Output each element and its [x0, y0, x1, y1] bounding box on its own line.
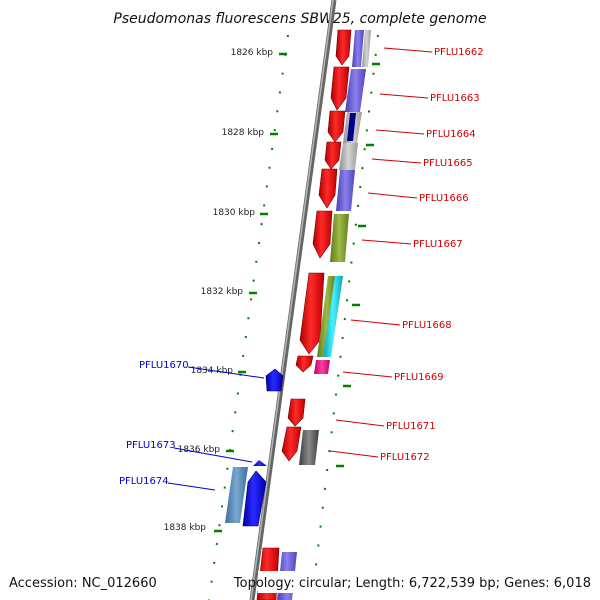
- function-block: [317, 276, 336, 357]
- kbp-label: 1826 kbp: [231, 48, 274, 58]
- gene-label-PFLU1672[interactable]: PFLU1672: [380, 452, 430, 463]
- kbp-label: 1832 kbp: [201, 287, 244, 297]
- leader-line: [335, 419, 385, 427]
- gene-label-PFLU1667[interactable]: PFLU1667: [413, 239, 463, 250]
- gene-label-PFLU1663[interactable]: PFLU1663: [430, 93, 480, 104]
- cds-PFLU1671-part2[interactable]: [281, 426, 302, 462]
- cds-PFLU1668[interactable]: [299, 272, 325, 355]
- cds-PFLU1662[interactable]: [335, 29, 352, 66]
- gene-label-PFLU1664[interactable]: PFLU1664: [426, 129, 476, 140]
- gene-label-PFLU1673[interactable]: PFLU1673: [126, 440, 176, 451]
- leader-line: [173, 447, 253, 463]
- function-block: [362, 30, 371, 67]
- gene-label-PFLU1670[interactable]: PFLU1670: [139, 360, 189, 371]
- function-block: [352, 30, 364, 67]
- leader-line: [329, 450, 379, 458]
- gene-label-PFLU1666[interactable]: PFLU1666: [419, 193, 469, 204]
- function-block: [314, 360, 330, 374]
- genome-backbone: [249, 0, 337, 600]
- function-block: [323, 276, 343, 357]
- cds-PFLU1666[interactable]: [318, 168, 338, 209]
- function-block: [345, 69, 366, 112]
- kbp-label: 1830 kbp: [213, 208, 256, 218]
- scale-dotted-line-outer: [311, 34, 379, 600]
- cds-PFLU1663[interactable]: [330, 66, 350, 111]
- gene-label-PFLU1674[interactable]: PFLU1674: [119, 476, 169, 487]
- forward-cds-track: [256, 29, 352, 600]
- leader-line: [167, 482, 216, 491]
- function-block: [347, 113, 356, 141]
- cds-PFLU1667[interactable]: [312, 210, 333, 259]
- gene-label-PFLU1665[interactable]: PFLU1665: [423, 158, 473, 169]
- leader-line: [383, 47, 433, 53]
- function-block: [225, 467, 248, 523]
- scale-tick-marks: [214, 52, 287, 533]
- leader-line: [361, 239, 412, 245]
- cds-PFLU1674[interactable]: [242, 470, 267, 527]
- gene-label-PFLU1662[interactable]: PFLU1662: [434, 47, 484, 58]
- cds-PFLU1664[interactable]: [327, 110, 346, 143]
- cds-PFLU1670[interactable]: [265, 368, 284, 392]
- gene-label-PFLU1671[interactable]: PFLU1671: [386, 421, 436, 432]
- scale-labels: 1826 kbp 1828 kbp 1830 kbp 1832 kbp 1834…: [164, 48, 274, 533]
- leader-line: [371, 158, 422, 164]
- function-block: [336, 170, 355, 211]
- outer-tick-marks: [336, 62, 380, 468]
- map-title: Pseudomonas fluorescens SBW25, complete …: [113, 11, 486, 27]
- leader-line: [342, 371, 393, 378]
- leader-line: [367, 192, 418, 199]
- reverse-gene-labels: PFLU1670 PFLU1673 PFLU1674: [119, 360, 265, 491]
- gene-label-PFLU1669[interactable]: PFLU1669: [394, 372, 444, 383]
- footer-right-bg: [258, 571, 600, 593]
- accession-text: Accession: NC_012660: [9, 576, 157, 591]
- function-block: [330, 214, 349, 262]
- kbp-label: 1836 kbp: [178, 445, 221, 455]
- kbp-label: 1838 kbp: [164, 523, 207, 533]
- cds-PFLU1669[interactable]: [295, 355, 314, 373]
- topology-summary-text: Topology: circular; Length: 6,722,539 bp…: [233, 576, 591, 591]
- function-block: [299, 430, 319, 465]
- reverse-cds-track: [225, 368, 284, 527]
- genome-backbone-highlight: [250, 0, 334, 600]
- leader-line: [187, 366, 265, 379]
- leader-line: [375, 129, 425, 135]
- leader-line: [350, 319, 401, 326]
- cds-PFLU1665[interactable]: [324, 141, 342, 170]
- gene-label-PFLU1668[interactable]: PFLU1668: [402, 320, 452, 331]
- kbp-label: 1828 kbp: [222, 128, 265, 138]
- leader-line: [379, 93, 429, 99]
- cds-PFLU1671-part1[interactable]: [287, 398, 306, 427]
- function-block: [339, 143, 358, 170]
- footer-left-bg: [0, 571, 150, 593]
- kbp-label: 1834 kbp: [191, 366, 234, 376]
- cds-PFLU1673[interactable]: [253, 460, 267, 466]
- forward-gene-labels: PFLU1662 PFLU1663 PFLU1664 PFLU1665 PFLU…: [329, 47, 484, 463]
- scale-dotted-line-inner: [208, 34, 289, 600]
